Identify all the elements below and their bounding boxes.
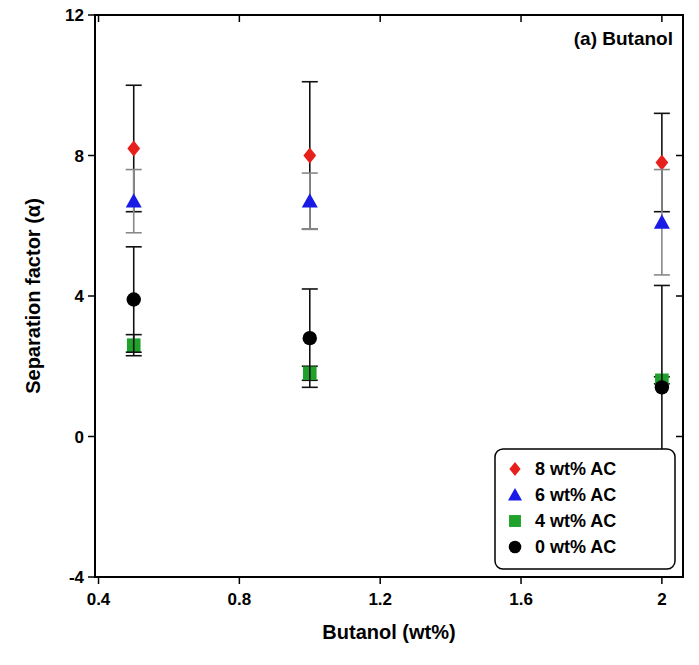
legend-marker bbox=[508, 488, 522, 501]
point bbox=[303, 148, 316, 164]
x-tick bbox=[661, 577, 663, 584]
y-tick-label: 8 bbox=[75, 147, 84, 166]
x-tick-label: 2 bbox=[657, 590, 666, 609]
x-tick-label: 1.2 bbox=[368, 590, 392, 609]
error-bar bbox=[302, 173, 318, 229]
y-tick-label: 0 bbox=[75, 428, 84, 447]
legend-label: 0 wt% AC bbox=[535, 537, 616, 557]
plot-frame bbox=[95, 15, 683, 577]
error-bar bbox=[302, 82, 318, 230]
y-tick bbox=[88, 295, 95, 297]
x-tick bbox=[98, 577, 100, 584]
error-bar bbox=[126, 170, 142, 233]
legend-label: 4 wt% AC bbox=[535, 511, 616, 531]
x-tick bbox=[379, 15, 381, 22]
data-layer bbox=[126, 82, 670, 489]
point bbox=[654, 214, 670, 228]
y-tick-label: -4 bbox=[69, 568, 85, 587]
legend-box bbox=[495, 449, 675, 569]
y-tick bbox=[676, 576, 683, 578]
error-bar bbox=[302, 289, 318, 387]
x-tick bbox=[379, 577, 381, 584]
y-tick-label: 12 bbox=[65, 6, 84, 25]
x-tick bbox=[520, 577, 522, 584]
error-bar bbox=[654, 170, 670, 275]
x-tick-label: 0.4 bbox=[87, 590, 111, 609]
y-tick-label: 4 bbox=[75, 287, 85, 306]
legend-marker bbox=[509, 541, 522, 554]
x-tick bbox=[239, 577, 241, 584]
x-tick bbox=[520, 15, 522, 22]
y-tick bbox=[88, 436, 95, 438]
x-tick bbox=[98, 15, 100, 22]
y-tick bbox=[676, 436, 683, 438]
y-tick bbox=[676, 295, 683, 297]
point bbox=[126, 193, 142, 207]
error-bar bbox=[126, 247, 142, 352]
point bbox=[655, 155, 668, 171]
y-tick bbox=[88, 576, 95, 578]
legend-label: 6 wt% AC bbox=[535, 485, 616, 505]
legend-marker bbox=[509, 515, 521, 527]
point bbox=[127, 292, 141, 306]
y-axis-label: Separation factor (α) bbox=[22, 198, 44, 394]
y-tick bbox=[676, 155, 683, 157]
x-tick bbox=[239, 15, 241, 22]
y-tick bbox=[676, 14, 683, 16]
legend-label: 8 wt% AC bbox=[535, 459, 616, 479]
point bbox=[303, 331, 317, 345]
legend-marker bbox=[509, 462, 520, 476]
chart: 0.4 0.8 1.2 1.6 2 -4 0 4 8 12 Butanol (wt%) Separat… bbox=[0, 0, 699, 665]
title: (a) Butanol bbox=[574, 28, 673, 49]
y-tick bbox=[88, 155, 95, 157]
point bbox=[302, 193, 318, 207]
legend: 8 wt% AC 6 wt% AC 4 wt% AC 0 wt% AC bbox=[495, 449, 675, 569]
x-tick bbox=[661, 15, 663, 22]
point bbox=[655, 380, 669, 394]
x-tick-label: 1.6 bbox=[509, 590, 533, 609]
y-tick bbox=[88, 14, 95, 16]
x-tick-label: 0.8 bbox=[228, 590, 252, 609]
point bbox=[127, 140, 140, 156]
x-axis-label: Butanol (wt%) bbox=[322, 621, 455, 643]
